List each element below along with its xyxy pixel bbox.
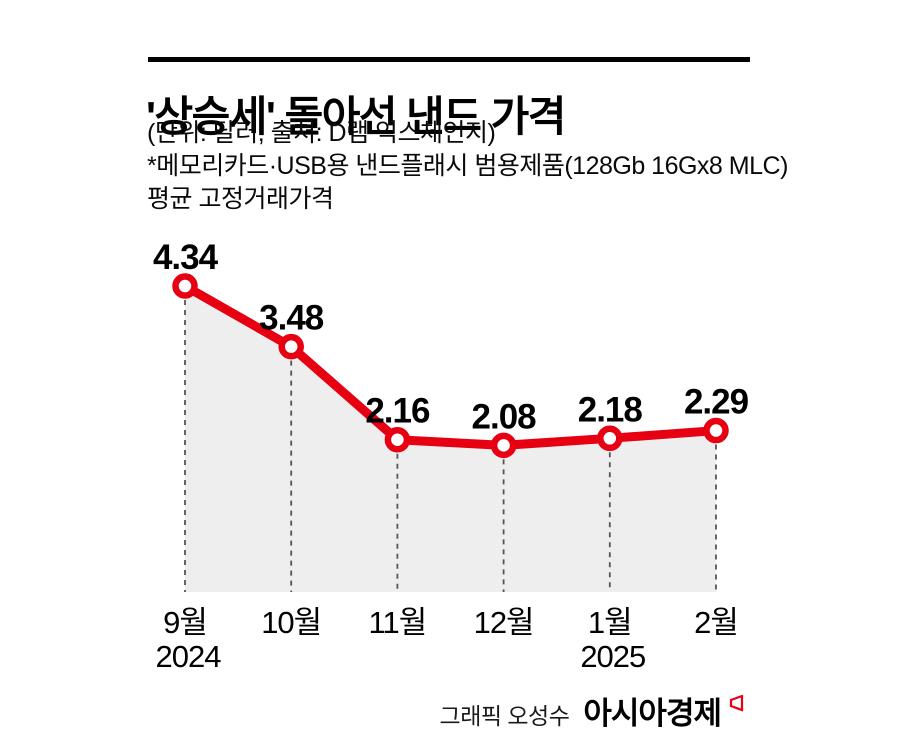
data-point-marker bbox=[172, 273, 198, 299]
year-label: 2025 bbox=[580, 639, 645, 674]
x-axis-label: 11월 bbox=[369, 605, 427, 640]
x-axis-label: 12월 bbox=[474, 605, 534, 640]
x-axis-label: 2월 bbox=[694, 605, 738, 640]
chart-notes: (단위: 달러, 출처: D램 익스체인지) *메모리카드·USB용 낸드플래시… bbox=[147, 117, 788, 216]
chart-note-line1: *메모리카드·USB용 낸드플래시 범용제품(128Gb 16Gx8 MLC) bbox=[147, 152, 788, 180]
brand-logo: 아시아경제 bbox=[583, 696, 722, 731]
data-point-marker bbox=[490, 432, 517, 459]
red-flag-icon bbox=[729, 695, 744, 712]
value-label: 3.48 bbox=[259, 299, 324, 338]
chart-unit-source: (단위: 달러, 출처: D램 익스체인지) bbox=[147, 119, 496, 147]
value-label: 2.18 bbox=[578, 390, 643, 429]
x-axis-label: 1월 bbox=[588, 605, 632, 640]
data-point-marker bbox=[597, 425, 623, 452]
x-axis-label: 9월 bbox=[163, 605, 207, 640]
footer: 그래픽 오성수 아시아경제 bbox=[440, 688, 750, 733]
top-rule bbox=[148, 57, 750, 62]
data-point-marker bbox=[703, 417, 729, 444]
value-label: 2.29 bbox=[684, 383, 749, 422]
value-label: 4.34 bbox=[153, 238, 219, 277]
area-fill bbox=[185, 286, 716, 592]
data-point-marker bbox=[384, 426, 411, 453]
value-label: 2.16 bbox=[365, 392, 430, 431]
price-line bbox=[180, 281, 721, 450]
value-label: 2.08 bbox=[472, 397, 537, 436]
data-point-marker bbox=[278, 333, 304, 360]
chart-note-line2: 평균 고정거래가격 bbox=[147, 185, 334, 213]
footer-credit: 그래픽 오성수 bbox=[439, 703, 570, 729]
year-label: 2024 bbox=[156, 639, 222, 674]
x-axis-label: 10월 bbox=[261, 605, 321, 640]
chart-title: '상승세' 돌아선 낸드 가격 bbox=[146, 93, 566, 141]
